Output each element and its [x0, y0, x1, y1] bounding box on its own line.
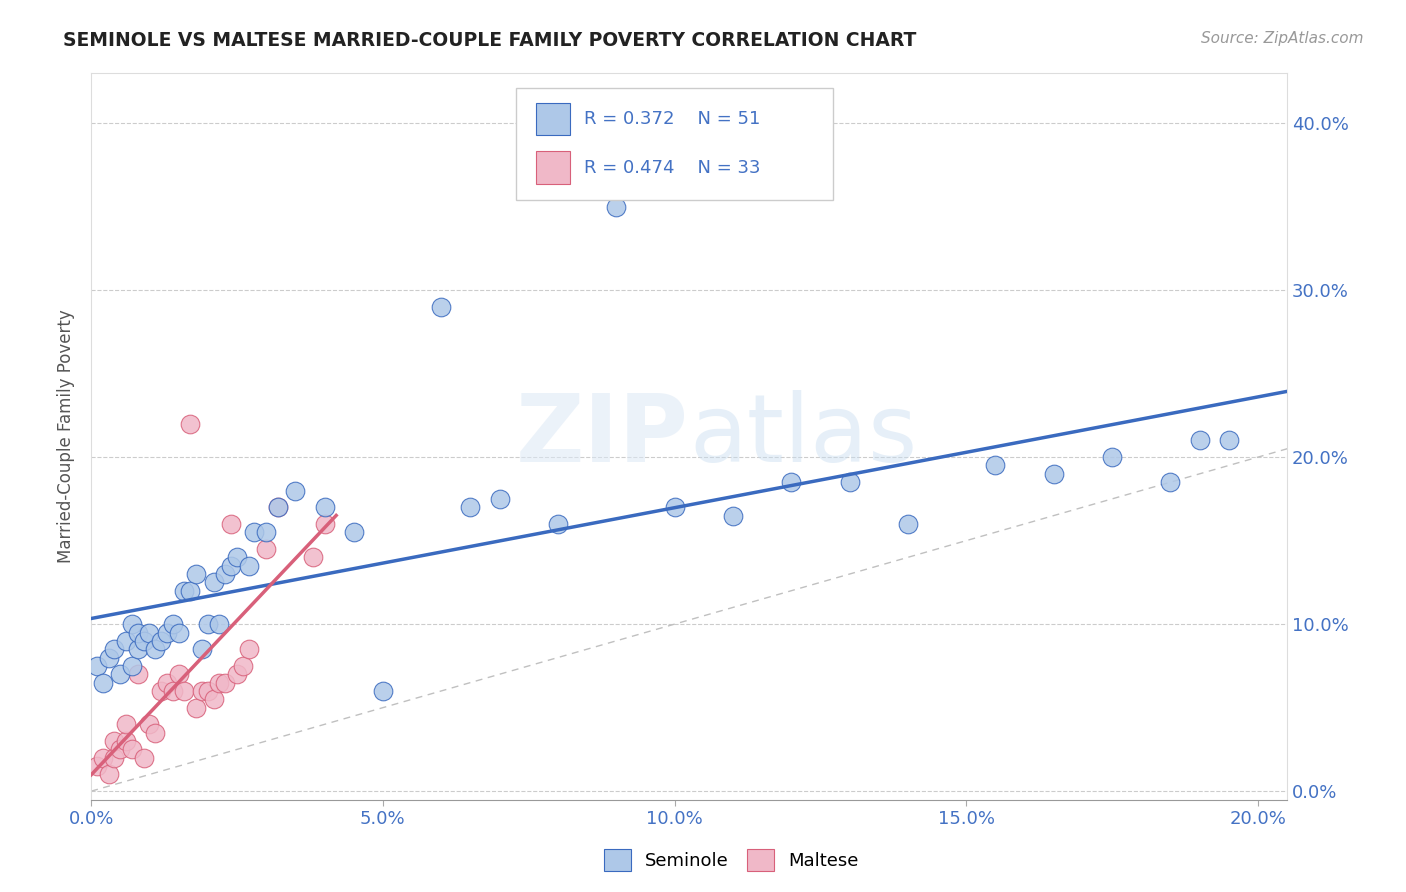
Point [460, 500, 482, 515]
Point [1218, 434, 1240, 448]
Point [103, 642, 125, 657]
FancyBboxPatch shape [536, 103, 569, 136]
Point [162, 684, 184, 698]
Point [121, 659, 143, 673]
Point [314, 516, 336, 531]
Point [984, 458, 1007, 473]
Point [86, 759, 108, 773]
Point [143, 725, 166, 739]
Point [86, 659, 108, 673]
Point [110, 667, 132, 681]
Point [167, 625, 190, 640]
Point [232, 659, 254, 673]
Text: SEMINOLE VS MALTESE MARRIED-COUPLE FAMILY POVERTY CORRELATION CHART: SEMINOLE VS MALTESE MARRIED-COUPLE FAMIL… [63, 31, 917, 50]
Point [97, 650, 120, 665]
Point [150, 633, 173, 648]
Point [127, 625, 149, 640]
Point [897, 516, 920, 531]
Point [115, 717, 138, 731]
Point [186, 567, 208, 582]
Text: atlas: atlas [689, 391, 917, 483]
Y-axis label: Married-Couple Family Poverty: Married-Couple Family Poverty [58, 310, 75, 563]
Point [314, 500, 336, 515]
Point [143, 642, 166, 657]
Text: R = 0.474    N = 33: R = 0.474 N = 33 [583, 159, 761, 177]
Point [115, 734, 138, 748]
Point [208, 675, 231, 690]
Point [605, 200, 627, 214]
Point [488, 491, 510, 506]
Point [238, 558, 260, 573]
Point [197, 684, 219, 698]
Point [197, 617, 219, 632]
Point [167, 667, 190, 681]
Point [780, 475, 803, 490]
Point [138, 625, 160, 640]
Point [267, 500, 290, 515]
Point [179, 417, 201, 431]
Point [132, 633, 155, 648]
Point [219, 558, 242, 573]
Point [186, 700, 208, 714]
Text: ZIP: ZIP [516, 391, 689, 483]
Point [214, 567, 236, 582]
Point [103, 751, 125, 765]
Point [1101, 450, 1123, 464]
Point [226, 550, 249, 565]
Point [202, 692, 225, 706]
Point [97, 767, 120, 781]
Point [430, 300, 453, 314]
Point [1159, 475, 1181, 490]
Point [191, 642, 214, 657]
Point [162, 617, 184, 632]
Point [91, 751, 114, 765]
Point [173, 583, 195, 598]
Point [150, 684, 173, 698]
FancyBboxPatch shape [536, 151, 569, 184]
Point [284, 483, 307, 498]
Point [664, 500, 686, 515]
Point [1188, 434, 1211, 448]
Point [202, 575, 225, 590]
Point [214, 675, 236, 690]
Point [110, 742, 132, 756]
Point [91, 675, 114, 690]
Point [191, 684, 214, 698]
Point [156, 625, 179, 640]
Point [238, 642, 260, 657]
Point [127, 667, 149, 681]
Point [343, 525, 366, 540]
Point [156, 675, 179, 690]
Point [115, 633, 138, 648]
Point [226, 667, 249, 681]
Point [721, 508, 744, 523]
Point [243, 525, 266, 540]
Point [254, 525, 277, 540]
Point [219, 516, 242, 531]
Text: R = 0.372    N = 51: R = 0.372 N = 51 [583, 110, 761, 128]
Point [1042, 467, 1064, 481]
Point [121, 742, 143, 756]
Point [132, 751, 155, 765]
Point [103, 734, 125, 748]
Point [254, 541, 277, 556]
Point [173, 684, 195, 698]
Point [547, 516, 569, 531]
FancyBboxPatch shape [516, 87, 832, 200]
Point [138, 717, 160, 731]
Point [267, 500, 290, 515]
Point [302, 550, 325, 565]
Point [371, 684, 394, 698]
Point [127, 642, 149, 657]
Point [179, 583, 201, 598]
Legend: Seminole, Maltese: Seminole, Maltese [596, 842, 866, 879]
Point [121, 617, 143, 632]
Point [208, 617, 231, 632]
Text: Source: ZipAtlas.com: Source: ZipAtlas.com [1201, 31, 1364, 46]
Point [838, 475, 860, 490]
